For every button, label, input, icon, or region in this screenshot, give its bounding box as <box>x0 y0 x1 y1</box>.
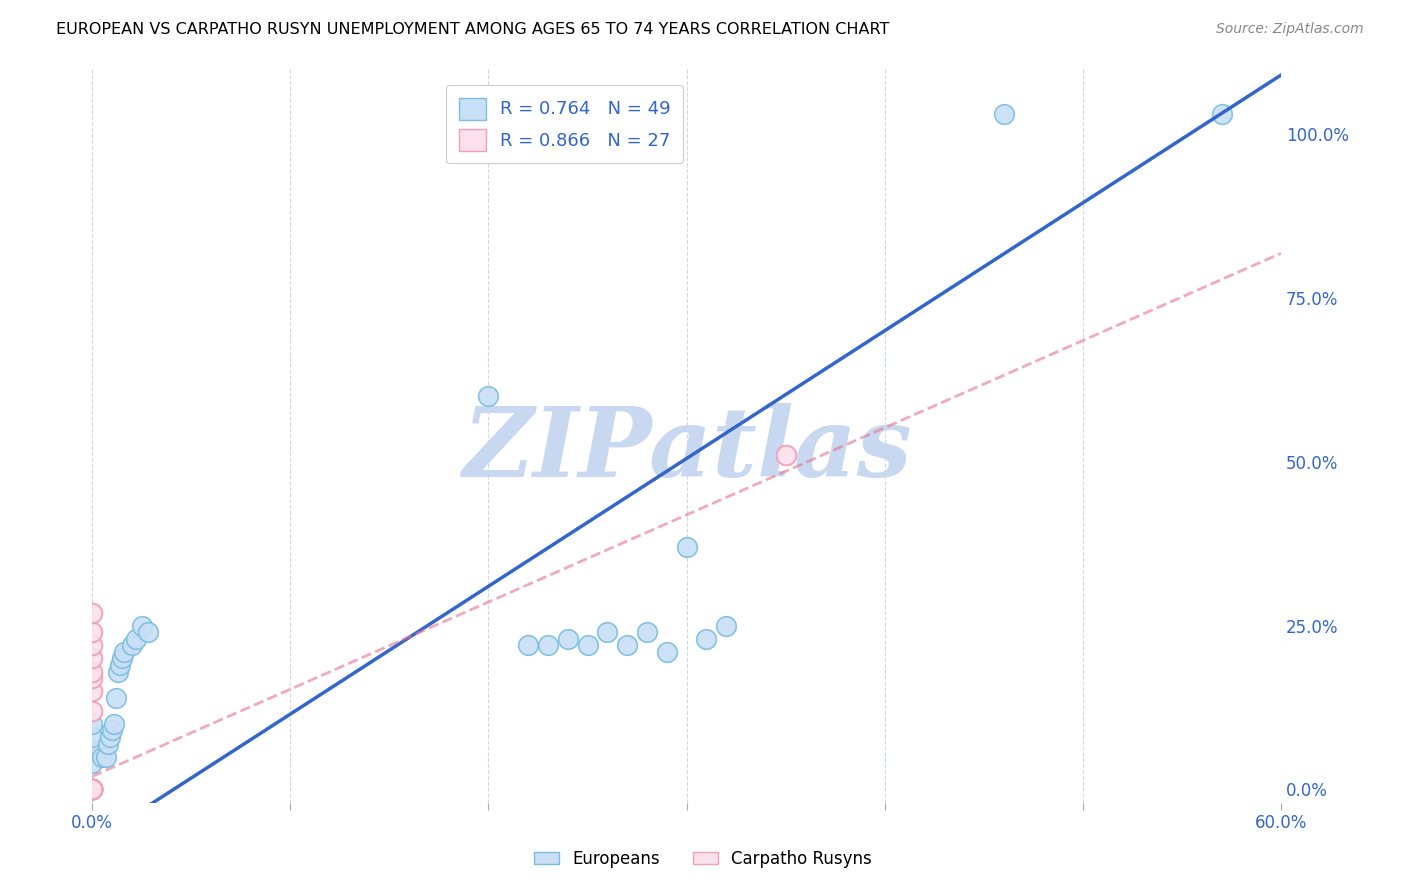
Point <box>596 625 619 640</box>
Point <box>97 737 120 751</box>
Point <box>82 782 104 797</box>
Point <box>82 665 104 679</box>
Point <box>477 389 499 403</box>
Point <box>112 645 135 659</box>
Legend: R = 0.764   N = 49, R = 0.866   N = 27: R = 0.764 N = 49, R = 0.866 N = 27 <box>446 85 683 163</box>
Point <box>82 782 104 797</box>
Point <box>775 448 797 462</box>
Point <box>82 730 104 744</box>
Point <box>101 723 124 738</box>
Point <box>103 717 125 731</box>
Legend: Europeans, Carpatho Rusyns: Europeans, Carpatho Rusyns <box>527 844 879 875</box>
Point <box>82 782 104 797</box>
Point <box>82 651 104 665</box>
Point <box>616 101 638 115</box>
Point <box>675 540 697 554</box>
Point <box>82 782 104 797</box>
Point <box>82 782 104 797</box>
Point <box>125 632 148 646</box>
Point <box>82 671 104 685</box>
Point <box>82 606 104 620</box>
Point <box>82 782 104 797</box>
Text: ZIPatlas: ZIPatlas <box>461 403 911 497</box>
Point <box>91 749 114 764</box>
Point <box>537 638 560 652</box>
Point <box>557 632 579 646</box>
Point <box>94 749 117 764</box>
Point <box>82 684 104 698</box>
Point <box>111 651 134 665</box>
Point <box>121 638 143 652</box>
Point <box>82 756 104 771</box>
Point <box>993 107 1015 121</box>
Point <box>82 782 104 797</box>
Point <box>82 782 104 797</box>
Point <box>136 625 159 640</box>
Point <box>82 782 104 797</box>
Point <box>104 690 127 705</box>
Point <box>655 645 678 659</box>
Point <box>82 717 104 731</box>
Point <box>576 638 599 652</box>
Point <box>98 730 121 744</box>
Point <box>636 625 658 640</box>
Text: Source: ZipAtlas.com: Source: ZipAtlas.com <box>1216 22 1364 37</box>
Point <box>517 638 540 652</box>
Point <box>82 782 104 797</box>
Point <box>616 638 638 652</box>
Text: EUROPEAN VS CARPATHO RUSYN UNEMPLOYMENT AMONG AGES 65 TO 74 YEARS CORRELATION CH: EUROPEAN VS CARPATHO RUSYN UNEMPLOYMENT … <box>56 22 890 37</box>
Point <box>82 743 104 757</box>
Point <box>82 782 104 797</box>
Point <box>82 638 104 652</box>
Point <box>82 782 104 797</box>
Point <box>82 782 104 797</box>
Point <box>82 782 104 797</box>
Point <box>107 665 129 679</box>
Point <box>82 625 104 640</box>
Point <box>82 782 104 797</box>
Point <box>82 704 104 718</box>
Point <box>82 782 104 797</box>
Point <box>714 618 737 632</box>
Point <box>108 657 131 672</box>
Point <box>1211 107 1233 121</box>
Point <box>131 618 153 632</box>
Point <box>82 782 104 797</box>
Point <box>596 95 619 109</box>
Point <box>695 632 717 646</box>
Point <box>82 782 104 797</box>
